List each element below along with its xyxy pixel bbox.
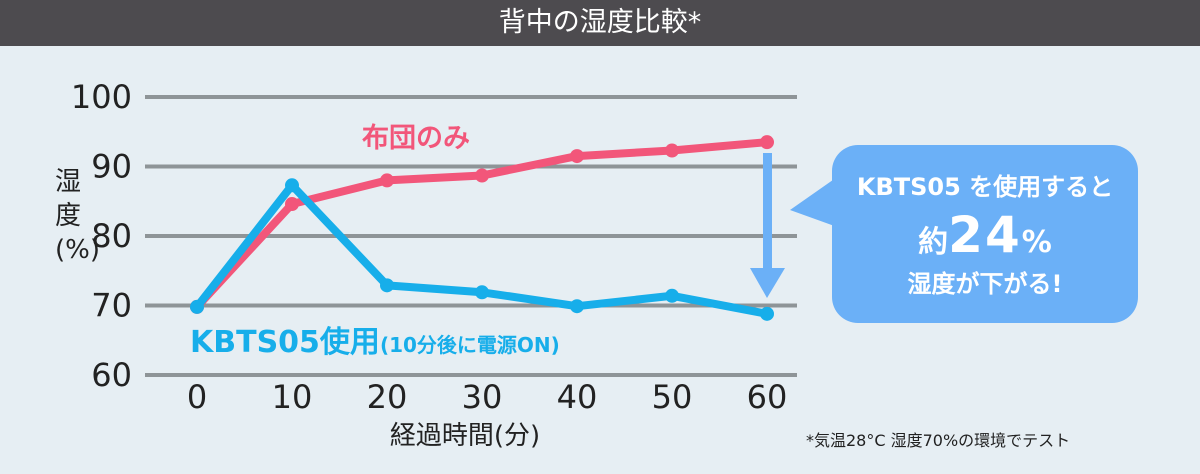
x-tick-label: 40 — [557, 378, 598, 416]
callout-value: 約24% — [918, 206, 1052, 264]
x-tick-label: 20 — [367, 378, 408, 416]
data-point — [285, 197, 299, 212]
y-axis-label: 湿度(%) — [55, 167, 100, 265]
callout-tail — [790, 175, 840, 228]
down-arrow-icon — [750, 153, 785, 298]
data-point — [760, 306, 774, 321]
x-tick-label: 0 — [187, 378, 207, 416]
chart-title: 背中の湿度比較* — [0, 0, 1200, 46]
x-tick-label: 30 — [462, 378, 503, 416]
data-point — [475, 285, 489, 300]
y-tick-label: 100 — [71, 78, 132, 116]
y-tick-label: 90 — [91, 148, 132, 186]
gridlines — [145, 95, 797, 377]
data-point — [570, 149, 584, 164]
data-point — [665, 143, 679, 158]
footnote: *気温28°C 湿度70%の環境でテスト — [806, 431, 1071, 450]
callout-line3: 湿度が下がる! — [907, 270, 1063, 298]
data-point — [380, 173, 394, 188]
data-point — [570, 299, 584, 314]
callout-line1: KBTS05 を使用すると — [856, 173, 1114, 201]
x-tick-label: 60 — [747, 378, 788, 416]
x-tick-label: 50 — [652, 378, 693, 416]
y-tick-label: 60 — [91, 356, 132, 394]
x-axis-label: 経過時間(分) — [390, 421, 540, 451]
data-point — [475, 168, 489, 183]
x-axis-ticks: 0 10 20 30 40 50 60 — [187, 378, 788, 416]
y-tick-label: 70 — [91, 287, 132, 325]
data-point — [285, 178, 299, 193]
data-point — [190, 299, 204, 314]
series-label-pink: 布団のみ — [362, 123, 470, 154]
x-tick-label: 10 — [272, 378, 313, 416]
callout-bubble: KBTS05 を使用すると 約24% 湿度が下がる! — [832, 145, 1138, 323]
y-tick-label: 80 — [91, 217, 132, 255]
data-point — [380, 278, 394, 293]
series-label-blue: KBTS05使用(10分後に電源ON) — [190, 325, 560, 360]
data-point — [760, 135, 774, 150]
data-point — [665, 288, 679, 303]
y-axis-ticks: 100 90 80 70 60 — [71, 78, 132, 394]
